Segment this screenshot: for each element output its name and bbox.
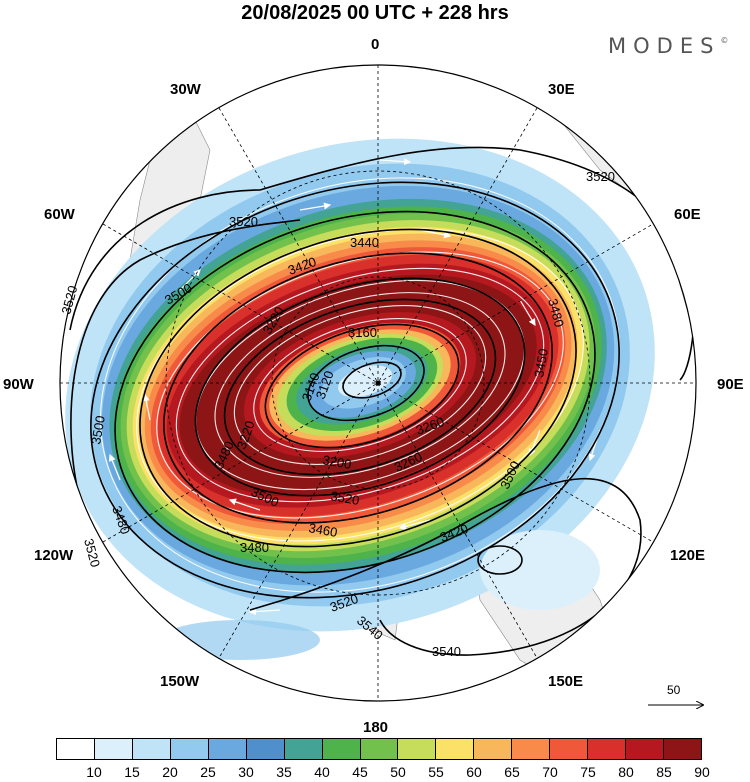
colorbar-swatch — [664, 739, 701, 759]
colorbar-tick-label: 80 — [618, 764, 634, 780]
lon-label-30e: 30E — [548, 81, 575, 98]
pole-marker — [375, 380, 381, 386]
polar-map: 3520 3520 3520 3520 3520 3540 3540 3500 … — [3, 36, 744, 736]
contour-label: 3480 — [545, 297, 567, 329]
colorbar-tick-label: 85 — [656, 764, 672, 780]
colorbar-tick-label: 45 — [352, 764, 368, 780]
map-boundary — [59, 64, 697, 702]
lon-label-90w: 90W — [3, 376, 35, 393]
height-contours — [69, 146, 695, 656]
contour-label: 3450 — [531, 347, 551, 378]
colorbar-swatch — [284, 739, 323, 759]
lon-label-120w: 120W — [34, 547, 74, 564]
lon-label-90e: 90E — [717, 376, 744, 393]
colorbar-swatch — [626, 739, 664, 759]
colorbar-swatch — [57, 739, 95, 759]
colorbar-tick-label: 15 — [124, 764, 140, 780]
contour-label: 3500 — [88, 414, 108, 445]
colorbar-tick-label: 25 — [200, 764, 216, 780]
colorbar-swatch — [208, 739, 247, 759]
contour-label: 3520 — [329, 488, 360, 508]
colorbar-tick-label: 10 — [86, 764, 102, 780]
colorbar-swatch — [94, 739, 133, 759]
colorbar-tick-label: 70 — [542, 764, 558, 780]
colorbar-swatch — [550, 739, 589, 759]
brand-text: MODES — [608, 34, 721, 58]
contour-label: 3160 — [348, 325, 377, 340]
colorbar-swatch — [436, 739, 475, 759]
contour-label: 3520 — [58, 284, 80, 316]
streamlines — [99, 177, 621, 593]
colorbar-tick-label: 55 — [428, 764, 444, 780]
colorbar-tick-label: 30 — [238, 764, 254, 780]
colorbar-swatch — [474, 739, 513, 759]
colorbar-swatch — [512, 739, 551, 759]
colorbar-swatch — [398, 739, 437, 759]
lon-label-60w: 60W — [44, 206, 76, 223]
colorbar-swatch — [322, 739, 361, 759]
colorbar-tick-label: 65 — [504, 764, 520, 780]
lon-label-60e: 60E — [674, 206, 701, 223]
contour-label: 3520 — [81, 537, 103, 569]
lon-label-180: 180 — [363, 719, 388, 736]
lon-label-120e: 120E — [670, 547, 705, 564]
contour-label: 3460 — [307, 520, 338, 540]
reference-vector-label: 50 — [667, 683, 681, 697]
colorbar-ticks: 10 15 20 25 30 35 40 45 50 55 60 65 70 75 80 85 90 — [56, 764, 710, 782]
contour-label: 3200 — [321, 452, 352, 472]
jet-bands — [65, 138, 655, 632]
colorbar — [56, 738, 702, 760]
wind-speed-field — [65, 65, 696, 691]
colorbar-tick-label: 50 — [390, 764, 406, 780]
colorbar-swatch — [588, 739, 627, 759]
wind-patch — [160, 620, 320, 660]
brand-mark: © — [720, 36, 729, 45]
colorbar-tick-label: 75 — [580, 764, 596, 780]
lon-label-0: 0 — [371, 36, 379, 53]
colorbar-swatch — [170, 739, 209, 759]
lon-label-30w: 30W — [170, 81, 202, 98]
colorbar-tick-label: 20 — [162, 764, 178, 780]
contour-label: 3520 — [229, 214, 258, 229]
low-wind-patch — [480, 530, 600, 610]
colorbar-swatch — [132, 739, 171, 759]
contour-label: 3540 — [432, 644, 461, 659]
longitude-labels: 0 30E 60E 90E 120E 150E 180 150W 120W 90… — [3, 36, 744, 736]
colorbar-tick-label: 60 — [466, 764, 482, 780]
contour-label: 3480 — [240, 540, 269, 555]
colorbar-tick-label: 35 — [276, 764, 292, 780]
colorbar-tick-label: 40 — [314, 764, 330, 780]
map-title: 20/08/2025 00 UTC + 228 hrs — [241, 2, 509, 24]
colorbar-swatch — [246, 739, 285, 759]
brand-logo: MODES© — [608, 34, 728, 58]
lon-label-150e: 150E — [548, 673, 583, 690]
colorbar-swatch — [360, 739, 399, 759]
lon-label-150w: 150W — [160, 673, 200, 690]
contour-label: 3440 — [350, 235, 379, 250]
contour-label: 3520 — [586, 169, 615, 184]
colorbar-tick-label: 90 — [694, 764, 710, 780]
